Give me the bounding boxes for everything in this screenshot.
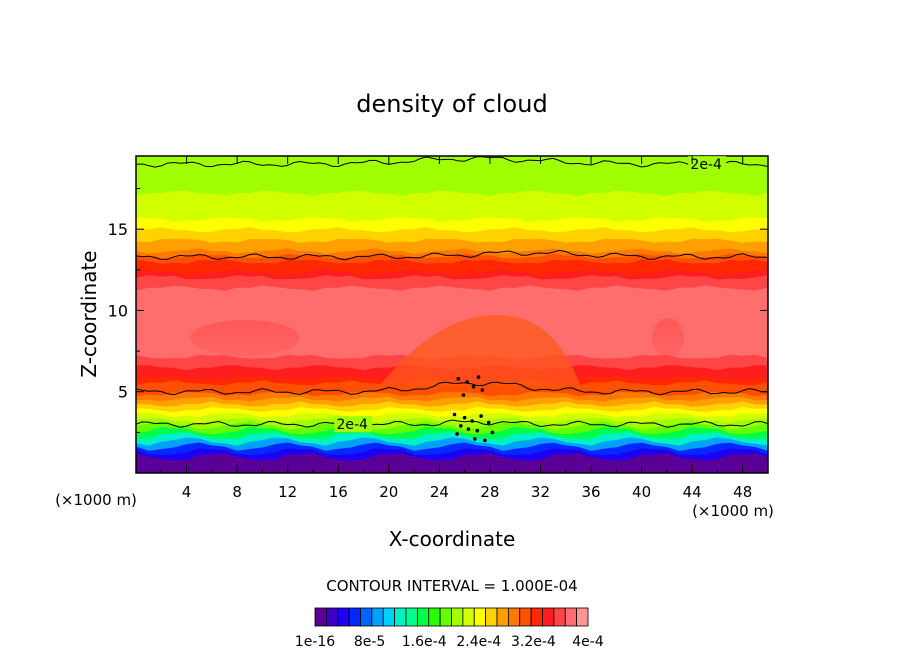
x-tick-label: 4 <box>182 483 192 501</box>
y-tick-label: 10 <box>108 301 128 320</box>
chart-title: density of cloud <box>356 90 547 118</box>
x-axis-ticks: 4 8 12 16 20 24 28 32 36 40 44 48 <box>160 156 752 501</box>
speckle <box>466 427 471 431</box>
colorbar-swatch <box>530 607 543 627</box>
colorbar-label: 1.6e-4 <box>402 634 447 650</box>
colorbar-swatch <box>371 607 384 627</box>
speckle <box>462 415 467 420</box>
contour-label: 2e-4 <box>690 157 722 173</box>
speckle <box>455 432 459 436</box>
colorbar-swatch <box>576 607 589 627</box>
speckle <box>452 412 457 417</box>
speckle <box>473 437 477 441</box>
speckle <box>461 393 466 397</box>
colorbar-swatch <box>348 607 361 627</box>
x-tick-label: 40 <box>632 483 651 501</box>
x-axis-label: X-coordinate <box>389 527 516 551</box>
x-tick-label: 28 <box>480 483 499 501</box>
colorbar <box>314 607 589 627</box>
speckle <box>470 419 475 423</box>
contour-band <box>136 464 768 473</box>
speckle <box>490 430 495 435</box>
colorbar-swatch <box>428 607 441 627</box>
x-tick-label: 8 <box>232 483 242 501</box>
z-unit-label: (×1000 m) <box>55 491 137 509</box>
x-tick-label: 20 <box>379 483 398 501</box>
x-tick-label: 48 <box>733 483 752 501</box>
x-tick-label: 24 <box>430 483 449 501</box>
colorbar-swatch <box>337 607 350 627</box>
contour-line <box>136 156 768 168</box>
speckle <box>483 438 487 443</box>
colorbar-swatch <box>439 607 452 627</box>
colorbar-swatch <box>542 607 555 627</box>
colorbar-swatch <box>382 607 396 627</box>
colorbar-label: 1e-16 <box>295 634 335 650</box>
speckle <box>480 388 485 392</box>
x-tick-label: 16 <box>329 483 348 501</box>
y-axis-ticks: 5 10 15 <box>108 188 768 433</box>
speckle <box>479 414 483 418</box>
colorbar-label: 4e-4 <box>572 634 604 650</box>
colorbar-swatch <box>519 607 532 627</box>
colorbar-swatch <box>416 607 430 627</box>
y-tick-label: 5 <box>118 383 128 402</box>
high-density-patch-left <box>190 320 300 356</box>
speckle <box>459 424 463 428</box>
speckle <box>475 428 480 433</box>
colorbar-swatch <box>360 607 373 627</box>
colorbar-label: 2.4e-4 <box>456 634 501 650</box>
convective-speckles <box>452 375 495 443</box>
contour-line <box>136 381 768 396</box>
colorbar-swatch <box>473 607 487 627</box>
colorbar-swatch <box>462 607 475 627</box>
high-density-patch-right <box>652 318 684 358</box>
x-tick-label: 44 <box>683 483 702 501</box>
colorbar-swatch <box>564 607 578 627</box>
contour-lines <box>136 156 768 428</box>
x-unit-label: (×1000 m) <box>692 502 774 520</box>
contour-label-bg <box>688 156 727 173</box>
colorbar-swatch <box>553 607 566 627</box>
colorbar-label: 3.2e-4 <box>511 634 556 650</box>
filled-contour-bands <box>136 156 768 473</box>
y-tick-label: 15 <box>108 220 128 239</box>
speckle <box>471 385 476 389</box>
colorbar-swatch <box>394 607 407 627</box>
contour-labels: 2e-4 2e-4 <box>334 156 727 433</box>
plot-area <box>136 156 768 473</box>
colorbar-swatch <box>451 607 464 627</box>
x-tick-label: 32 <box>531 483 550 501</box>
contour-interval-text: CONTOUR INTERVAL = 1.000E-04 <box>326 577 577 595</box>
plot-frame <box>135 155 769 474</box>
contour-line <box>136 249 768 261</box>
y-axis-label: Z-coordinate <box>77 250 101 377</box>
contour-label-bg <box>334 416 373 433</box>
speckle <box>465 380 470 384</box>
contour-line <box>136 419 768 428</box>
x-tick-label: 36 <box>581 483 600 501</box>
colorbar-swatch <box>485 607 498 627</box>
colorbar-label: 8e-5 <box>354 634 385 650</box>
contour-label: 2e-4 <box>336 417 368 433</box>
x-tick-label: 12 <box>278 483 297 501</box>
colorbar-labels: 1e-16 8e-5 1.6e-4 2.4e-4 3.2e-4 4e-4 <box>295 634 604 650</box>
speckle <box>486 420 491 425</box>
colorbar-swatch <box>507 607 521 627</box>
colorbar-swatch <box>496 607 509 627</box>
speckle <box>456 376 461 381</box>
colorbar-swatch <box>314 607 327 627</box>
colorbar-swatch <box>405 607 418 627</box>
colorbar-swatch <box>325 607 339 627</box>
speckle <box>476 375 481 379</box>
central-dome <box>380 314 580 385</box>
